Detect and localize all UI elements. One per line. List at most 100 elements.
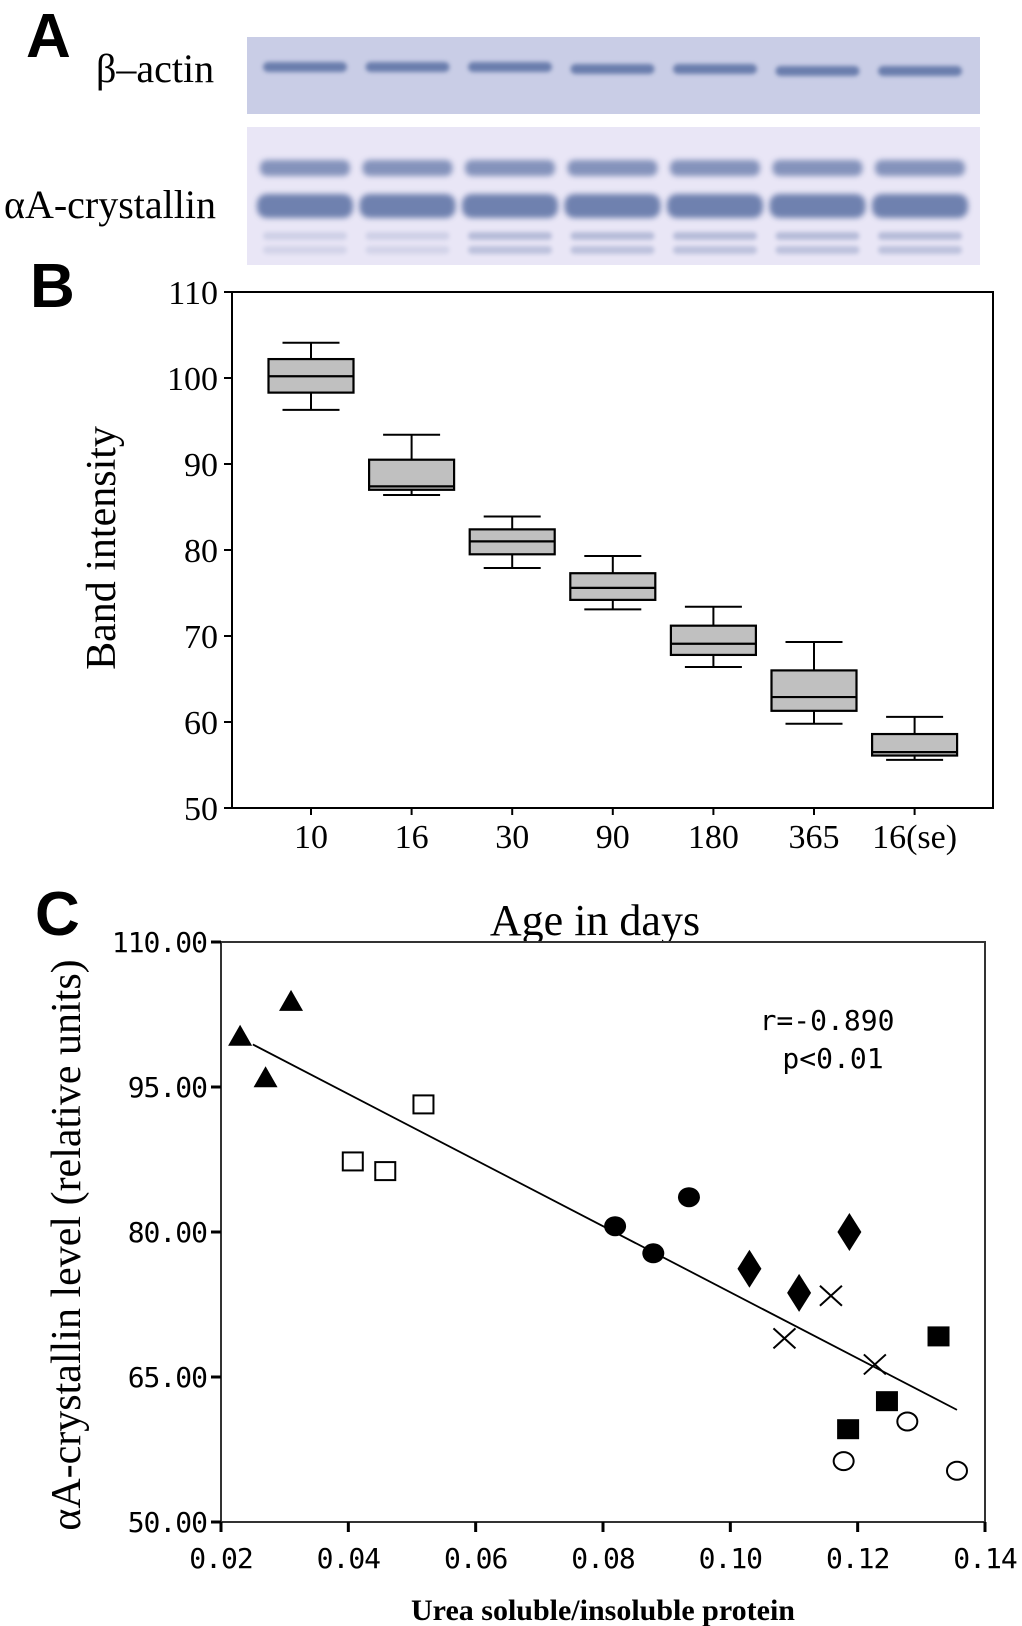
iqr-box [870,732,959,757]
crystallin-faint-band [468,246,552,254]
b-x-tick-label: 365 [789,819,840,856]
beta-actin-band [365,62,450,72]
iqr-box [569,572,657,601]
beta-actin-band [775,66,860,76]
b-y-tick-label: 70 [184,619,218,656]
crystallin-main-band [462,194,558,218]
cross-point [772,1327,797,1350]
crystallin-faint-band [570,246,655,254]
series-filled-square [837,1326,950,1440]
box-30 [468,515,556,570]
b-y-tick-label: 110 [168,275,218,312]
beta-actin-band [570,64,655,74]
b-y-tick-label: 50 [184,791,218,828]
series-open-square [341,1094,435,1182]
c-y-tick-label: 50.00 [128,1506,207,1539]
b-x-axis-title: Age in days [490,896,700,945]
b-y-axis: 50 60 70 80 90 100 110 [167,275,232,828]
crystallin-main-band [769,194,866,218]
c-y-axis-title: αA-crystallin level (relative units) [44,959,90,1530]
b-x-tick-label: 16 [395,819,429,856]
crystallin-upper-band [875,160,965,176]
c-scatter-points [228,989,968,1481]
filled-triangle-point [253,1066,278,1088]
open-square-point [341,1151,364,1172]
crystallin-faint-band [365,246,450,254]
filled-diamond-point [737,1249,762,1288]
iqr-box [770,669,858,712]
panel-b-letter: B [30,252,75,321]
b-y-tick-label: 80 [184,533,218,570]
panel-b: B Band intensity Age in days 50607080901… [30,252,994,945]
c-x-tick-label: 0.06 [444,1542,508,1575]
iqr-box [368,458,456,491]
b-y-tick-label: 60 [184,705,218,742]
c-x-tick-label: 0.08 [571,1542,635,1575]
crystallin-main-band [564,194,661,218]
alpha-a-crystallin-label: αA-crystallin [4,182,216,227]
filled-square-point [837,1419,860,1440]
b-x-tick-label: 10 [294,819,328,856]
b-x-axis: 10 16 30 90 180 365 16(se) [294,808,957,856]
crystallin-upper-band [260,160,350,176]
correlation-r-annotation: r=-0.890 [760,1004,895,1037]
filled-circle-point [642,1243,665,1264]
crystallin-faint-band [775,232,860,240]
box-180 [669,605,758,668]
p-value-annotation: p<0.01 [782,1042,883,1075]
filled-diamond-point [837,1213,862,1251]
crystallin-faint-band [775,246,860,254]
panel-c-letter: C [35,880,80,949]
filled-diamond-point [787,1273,812,1312]
panel-a-letter: A [26,2,71,71]
c-x-axis: 0.02 0.04 0.06 0.08 0.10 0.12 0.14 [189,1522,1018,1575]
filled-circle-point [677,1187,700,1208]
crystallin-upper-band [670,160,760,176]
open-square-point [412,1094,435,1115]
series-filled-diamond [737,1213,862,1312]
crystallin-main-band [872,194,968,218]
beta-actin-band [878,66,962,76]
b-x-tick-label: 180 [688,819,739,856]
cross-point [819,1285,843,1307]
beta-actin-band [263,62,347,72]
crystallin-main-band [359,194,456,218]
series-filled-circle [604,1187,700,1264]
c-x-tick-label: 0.02 [189,1542,252,1575]
crystallin-faint-band [468,232,552,240]
crystallin-faint-band [263,232,347,240]
open-square-point [374,1161,397,1182]
beta-actin-label: β–actin [96,46,214,91]
series-cross [772,1285,887,1376]
crystallin-main-band [257,194,353,218]
b-x-tick-label: 30 [495,819,529,856]
filled-square-point [927,1326,950,1347]
b-x-tick-label: 16(se) [872,819,957,856]
cross-point [863,1353,887,1376]
box-16 [368,433,456,496]
crystallin-main-band [667,194,763,218]
crystallin-faint-band [878,246,962,254]
crystallin-upper-band [567,160,658,176]
crystallin-upper-band [362,160,453,176]
series-open-circle [832,1411,968,1481]
c-x-tick-label: 0.10 [699,1542,763,1575]
open-circle-point [945,1460,968,1481]
panel-c: C αA-crystallin level (relative units) U… [35,880,1018,1626]
b-boxes [267,341,959,761]
filled-triangle-point [228,1024,253,1046]
c-y-tick-label: 110.00 [112,926,207,959]
panel-a: A β–actin αA-crystallin [4,2,980,265]
b-y-tick-label: 90 [184,447,218,484]
b-y-axis-title: Band intensity [79,426,125,670]
iqr-box [669,624,758,657]
open-circle-point [896,1411,919,1432]
beta-actin-blot [247,37,980,114]
crystallin-faint-band [570,232,655,240]
beta-actin-bands [263,62,962,76]
b-y-tick-label: 100 [167,361,218,398]
alpha-a-crystallin-bands [257,160,968,254]
b-plot-frame [231,291,994,809]
b-x-tick-label: 90 [596,819,630,856]
